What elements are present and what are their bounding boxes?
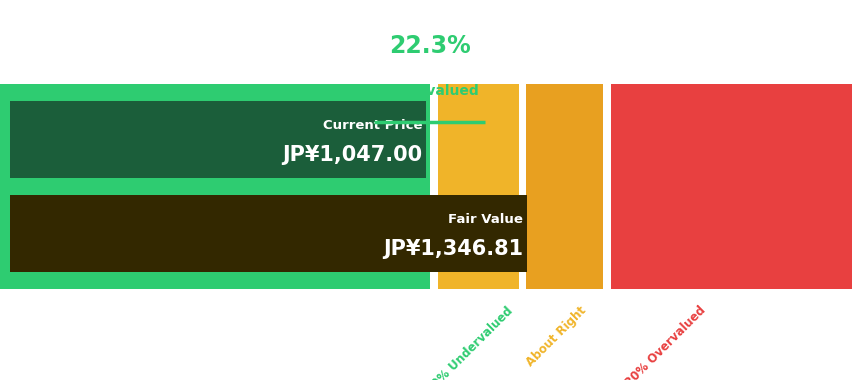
- Bar: [526, 84, 602, 289]
- Text: JP¥1,047.00: JP¥1,047.00: [282, 144, 422, 165]
- Text: Undervalued: Undervalued: [380, 84, 479, 98]
- Bar: [10, 195, 527, 272]
- Bar: [0, 84, 429, 289]
- Text: About Right: About Right: [523, 304, 588, 369]
- Bar: [429, 84, 437, 289]
- Bar: [437, 84, 518, 289]
- Text: JP¥1,346.81: JP¥1,346.81: [383, 239, 522, 259]
- Bar: [10, 101, 426, 178]
- Text: 20% Undervalued: 20% Undervalued: [423, 304, 515, 380]
- Bar: [518, 84, 526, 289]
- Text: 22.3%: 22.3%: [389, 33, 470, 58]
- Text: Fair Value: Fair Value: [447, 213, 522, 226]
- Bar: [602, 84, 610, 289]
- Text: Current Price: Current Price: [322, 119, 422, 132]
- Text: 20% Overvalued: 20% Overvalued: [622, 304, 707, 380]
- Bar: [610, 84, 852, 289]
